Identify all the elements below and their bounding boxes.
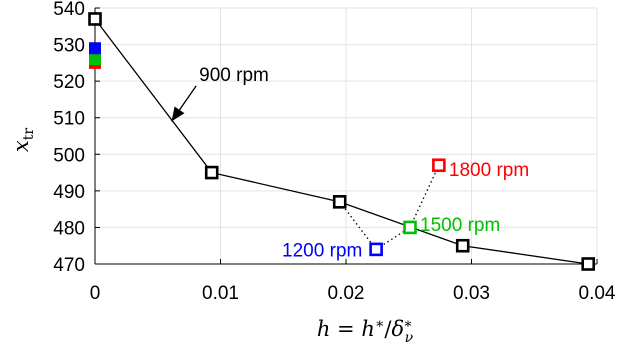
data-point <box>88 12 102 26</box>
data-point <box>332 195 347 209</box>
x-tick-label: 0.02 <box>328 283 365 304</box>
x-axis-ticks: 0 0.01 0.02 0.03 0.04 <box>90 259 616 304</box>
annotation-arrow-head <box>171 106 185 122</box>
data-point <box>369 242 383 257</box>
y-tick-label: 510 <box>53 109 85 130</box>
y-tick-label: 530 <box>53 36 85 57</box>
x-tick-label: 0 <box>90 283 101 304</box>
y-tick-label: 490 <box>53 182 85 203</box>
y-tick-label: 540 <box>53 0 85 20</box>
x-tick-label: 0.01 <box>202 283 239 304</box>
data-point <box>204 165 219 180</box>
annotation-label: 1800 rpm <box>449 160 529 181</box>
data-point <box>455 238 470 253</box>
y-axis-title: xtr <box>9 128 37 152</box>
annotation-label: 1500 rpm <box>420 215 500 236</box>
y-tick-label: 520 <box>53 72 85 93</box>
data-point <box>581 257 596 271</box>
x-tick-label: 0.04 <box>579 283 616 304</box>
y-axis-ticks: 470 480 490 500 510 520 530 540 <box>53 0 100 276</box>
y-tick-label: 480 <box>53 218 85 239</box>
baseline-marker <box>89 42 101 55</box>
annotations: 900 rpm 1200 rpm 1500 rpm 1800 rpm <box>171 65 529 261</box>
annotation-label: 1200 rpm <box>282 240 362 261</box>
dotted-link <box>339 201 377 250</box>
data-point <box>432 158 446 173</box>
annotation-label: 900 rpm <box>199 65 269 86</box>
data-markers <box>88 12 596 271</box>
x-tick-label: 0.03 <box>453 283 490 304</box>
data-point <box>403 220 417 235</box>
y-tick-label: 500 <box>53 145 85 166</box>
x-axis-title: h = h∗/δ∗ ν <box>317 316 414 346</box>
baseline-marker <box>89 53 101 66</box>
grid <box>94 7 598 265</box>
y-tick-label: 470 <box>53 255 85 276</box>
